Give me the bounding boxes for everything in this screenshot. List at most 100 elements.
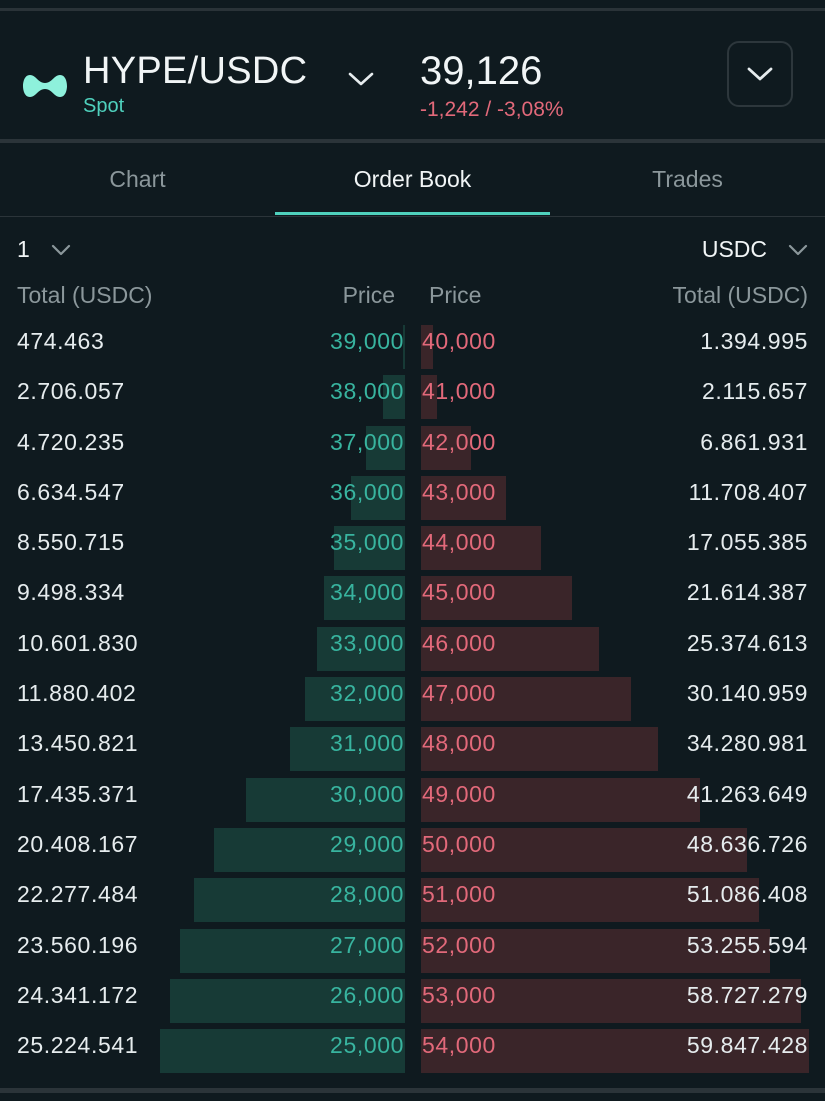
bid-total-cell: 17.435.371 [17,780,139,807]
bid-depth-bar [317,626,405,671]
order-book-row[interactable]: 11.880.402 32,000 47,000 30.140.959 [0,674,825,724]
ask-price-cell: 54,000 [422,1032,496,1059]
order-book-row[interactable]: 17.435.371 30,000 49,000 41.263.649 [0,775,825,825]
order-book-row[interactable]: 23.560.196 27,000 52,000 53.255.594 [0,926,825,976]
ask-total-cell: 59.847.428 [686,1032,808,1059]
bid-price-cell: 34,000 [330,579,404,606]
order-book-row[interactable]: 10.601.830 33,000 46,000 25.374.613 [0,624,825,674]
price-change: -1,242 / -3,08% [420,98,564,121]
ask-total-cell: 2.115.657 [701,378,808,405]
bid-price-cell: 27,000 [330,931,404,958]
ask-depth-bar [421,375,437,420]
ask-price-cell: 46,000 [422,629,496,656]
ask-total-cell: 25.374.613 [686,629,808,656]
bid-total-cell: 9.498.334 [17,579,125,606]
ask-total-cell: 41.263.649 [686,780,808,807]
bid-depth-bar [180,928,405,973]
bid-total-cell: 25.224.541 [17,1032,139,1059]
order-book-rows: 474.463 39,000 40,000 1.394.995 2.706.057 38,… [0,322,825,1076]
top-divider [0,8,825,11]
ask-depth-bar [421,777,700,822]
ask-total-cell: 1.394.995 [700,328,808,354]
bid-price-header: Price [342,282,395,308]
ask-depth-bar [421,928,770,973]
order-book-row[interactable]: 2.706.057 38,000 41,000 2.115.657 [0,372,825,422]
ask-depth-bar [421,425,471,470]
bid-depth-bar [194,878,405,923]
order-book-row[interactable]: 20.408.167 29,000 50,000 48.636.726 [0,825,825,875]
order-book-row[interactable]: 24.341.172 26,000 53,000 58.727.279 [0,976,825,1026]
bid-total-cell: 8.550.715 [17,529,125,556]
order-book-row[interactable]: 4.720.235 37,000 42,000 6.861.931 [0,423,825,473]
bid-total-cell: 2.706.057 [17,378,125,405]
market-header: HYPE/USDC Spot 39,126 -1,242 / -3,08% [0,11,825,139]
ask-total-cell: 6.861.931 [700,428,808,455]
ask-depth-bar [421,677,631,722]
bid-price-cell: 37,000 [330,428,404,455]
ask-depth-bar [421,878,759,923]
ask-total-cell: 34.280.981 [686,730,808,757]
bid-price-cell: 32,000 [330,680,404,707]
bid-price-cell: 39,000 [330,328,404,354]
tab-chart[interactable]: Chart [109,166,166,192]
order-book-row[interactable]: 8.550.715 35,000 44,000 17.055.385 [0,523,825,573]
bid-total-cell: 10.601.830 [17,629,139,656]
order-book-row[interactable]: 25.224.541 25,000 54,000 59.847.428 [0,1026,825,1076]
order-book-controls: 1 USDC [0,226,825,272]
header-divider [0,139,825,143]
chevron-down-icon[interactable] [346,67,376,91]
bid-depth-bar [214,827,405,872]
order-book-row[interactable]: 9.498.334 34,000 45,000 21.614.387 [0,573,825,623]
bid-depth-bar [324,576,405,621]
ask-price-cell: 48,000 [422,730,496,757]
bid-price-cell: 38,000 [330,378,404,405]
order-book-row[interactable]: 13.450.821 31,000 48,000 34.280.981 [0,724,825,774]
ask-total-cell: 21.614.387 [686,579,808,606]
expand-button[interactable] [727,41,793,107]
ask-price-cell: 40,000 [422,328,496,354]
ask-price-cell: 50,000 [422,830,496,857]
chevron-down-icon [747,67,773,81]
ask-depth-bar [421,727,658,772]
ask-price-cell: 47,000 [422,680,496,707]
ask-total-cell: 58.727.279 [686,981,808,1008]
ask-price-cell: 53,000 [422,981,496,1008]
bid-total-cell: 23.560.196 [17,931,139,958]
bid-depth-bar [403,325,405,369]
ask-price-cell: 52,000 [422,931,496,958]
tick-size-select[interactable]: 1 [17,236,72,263]
bid-total-cell: 24.341.172 [17,981,139,1008]
ask-depth-bar [421,827,747,872]
active-tab-indicator [275,212,550,215]
pair-name[interactable]: HYPE/USDC [83,50,308,92]
ask-total-cell: 11.708.407 [688,478,808,505]
bid-depth-bar [334,526,405,571]
ask-total-cell: 53.255.594 [686,931,808,958]
ask-depth-bar [421,978,801,1023]
bid-price-cell: 28,000 [330,881,404,908]
chevron-down-icon [51,244,70,255]
ask-total-cell: 48.636.726 [686,830,808,857]
bid-total-header: Total (USDC) [17,282,153,308]
order-book-row[interactable]: 474.463 39,000 40,000 1.394.995 [0,322,825,372]
tab-order-book[interactable]: Order Book [353,166,472,192]
order-book-row[interactable]: 6.634.547 36,000 43,000 11.708.407 [0,473,825,523]
ask-total-header: Total (USDC) [672,282,808,308]
unit-select[interactable]: USDC [702,236,809,263]
unit-value: USDC [701,236,767,262]
ask-depth-bar [421,325,433,369]
last-price: 39,126 [420,49,543,93]
bid-price-cell: 30,000 [330,780,404,807]
bid-depth-bar [170,978,405,1023]
ask-price-cell: 43,000 [422,478,496,505]
tab-trades[interactable]: Trades [652,166,723,192]
order-book-row[interactable]: 22.277.484 28,000 51,000 51.086.408 [0,875,825,925]
ask-depth-bar [421,576,572,621]
ask-price-cell: 41,000 [422,378,496,405]
bid-total-cell: 474.463 [17,328,105,354]
chevron-down-icon [788,244,808,255]
view-tabs: Chart Order Book Trades [0,143,825,217]
bid-total-cell: 6.634.547 [17,478,125,505]
ask-depth-bar [421,1029,809,1074]
bid-depth-bar [290,727,405,772]
